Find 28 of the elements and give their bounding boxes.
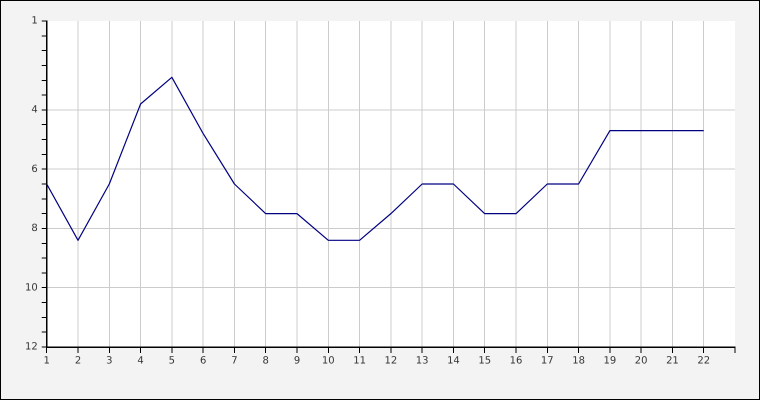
x-tick-label: 8 — [262, 356, 269, 367]
x-tick-label: 15 — [478, 356, 492, 367]
x-tick-label: 21 — [666, 356, 679, 367]
x-tick-label: 1 — [44, 356, 50, 367]
x-tick-label: 22 — [697, 356, 710, 367]
x-tick-label: 4 — [137, 356, 144, 367]
x-tick-label: 2 — [74, 356, 82, 367]
x-tick-label: 13 — [416, 356, 429, 367]
y-tick-label: 6 — [31, 164, 38, 175]
x-tick-label: 18 — [572, 356, 585, 367]
x-tick-label: 12 — [384, 356, 398, 367]
x-tick-label: 14 — [447, 356, 460, 367]
y-tick-label: 8 — [31, 223, 38, 234]
x-tick-label: 20 — [634, 356, 648, 367]
x-tick-label: 9 — [294, 356, 300, 367]
x-tick-label: 11 — [353, 356, 366, 367]
x-tick-label: 16 — [510, 356, 522, 367]
x-tick-label: 19 — [603, 356, 616, 367]
y-tick-label: 4 — [31, 104, 38, 116]
y-tick-label: 12 — [24, 342, 38, 353]
y-tick-label: 1 — [31, 16, 38, 27]
x-tick-label: 17 — [540, 356, 554, 367]
y-tick-label: 10 — [24, 282, 38, 294]
x-tick-label: 10 — [322, 356, 335, 367]
x-tick-label: 7 — [231, 356, 238, 367]
x-tick-label: 5 — [168, 356, 176, 367]
x-tick-label: 6 — [200, 356, 206, 367]
x-tick-label: 3 — [106, 356, 112, 367]
